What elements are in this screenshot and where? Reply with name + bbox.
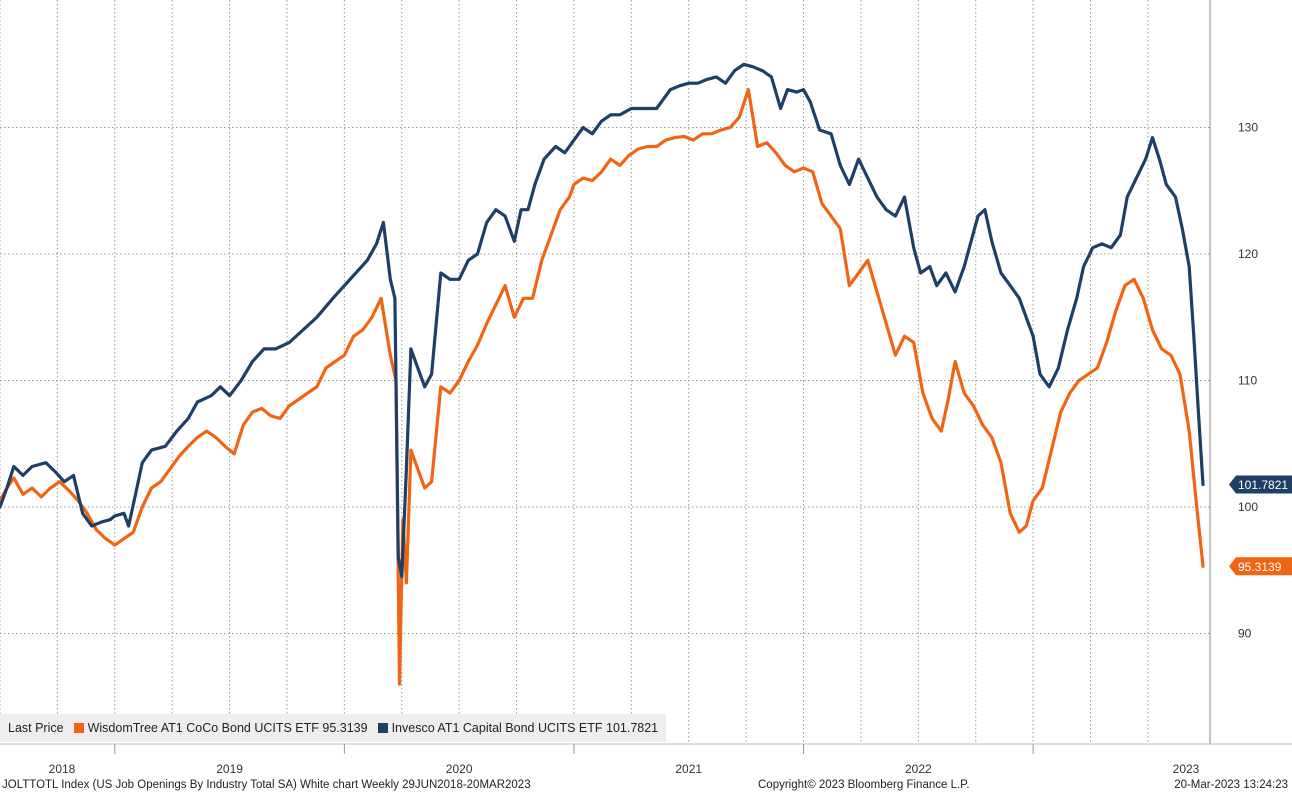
footer-copyright: Copyright© 2023 Bloomberg Finance L.P. (758, 779, 970, 791)
legend-prefix: Last Price (8, 721, 64, 735)
x-year-label: 2021 (675, 762, 702, 776)
legend-swatch-wisdomtree (73, 723, 84, 733)
tag-shape (1229, 475, 1292, 494)
x-axis: 2018 2019 2020 2021 2022 2023 (0, 744, 1292, 778)
x-year-label: 2020 (446, 762, 473, 776)
footer-timestamp: 20-Mar-2023 13:24:23 (1174, 779, 1288, 791)
legend-item-wisdomtree: WisdomTree AT1 CoCo Bond UCITS ETF 95.31… (87, 721, 368, 735)
last-price-tags: 101.7821 95.3139 (1229, 475, 1292, 576)
chart-grid (0, 0, 1292, 745)
legend-swatch-invesco (377, 723, 388, 733)
series-line-invesco (0, 62, 1205, 579)
chart-footer: JOLTTOTL Index (US Job Openings By Indus… (0, 778, 1292, 795)
chart-legend: Last Price WisdomTree AT1 CoCo Bond UCIT… (0, 714, 667, 742)
x-year-label: 2023 (1173, 762, 1200, 776)
last-price-tag-wisdomtree: 95.3139 (1229, 557, 1292, 576)
tag-label: 101.7821 (1238, 478, 1288, 492)
y-tick-label: 110 (1238, 374, 1257, 388)
y-tick-label: 90 (1238, 627, 1252, 641)
x-axis-band (0, 745, 1292, 778)
x-year-label: 2019 (216, 762, 243, 776)
x-year-label: 2018 (49, 762, 76, 776)
y-tick-label: 120 (1238, 247, 1258, 261)
y-axis: 90 100 110 120 130 (1238, 121, 1258, 641)
legend-item-invesco: Invesco AT1 Capital Bond UCITS ETF 101.7… (391, 721, 659, 735)
series-lines (0, 62, 1205, 686)
series-line-wisdomtree (0, 88, 1205, 686)
y-tick-label: 100 (1238, 500, 1258, 514)
footer-index-info: JOLTTOTL Index (US Job Openings By Indus… (2, 779, 531, 791)
tag-shape (1229, 557, 1292, 576)
x-year-label: 2022 (905, 762, 932, 776)
y-tick-label: 130 (1238, 121, 1258, 135)
last-price-tag-invesco: 101.7821 (1229, 475, 1292, 494)
tag-label: 95.3139 (1238, 560, 1282, 574)
